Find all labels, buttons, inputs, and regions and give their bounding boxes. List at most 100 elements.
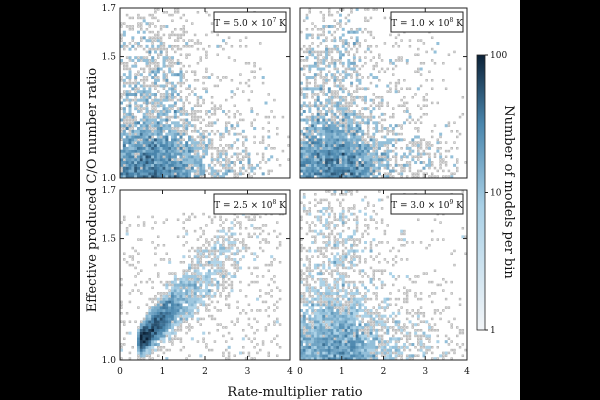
density-bin (352, 292, 356, 296)
density-bin (436, 141, 440, 145)
bin-outline (375, 311, 378, 315)
density-bin (168, 309, 172, 313)
density-bin (168, 297, 172, 301)
density-bin (148, 95, 152, 99)
density-bin (190, 280, 194, 284)
density-bin (313, 166, 317, 170)
bin-outline (179, 129, 183, 133)
bin-outline (380, 124, 384, 127)
density-bin (369, 314, 373, 318)
bin-outline (389, 163, 392, 167)
density-bin (319, 292, 323, 296)
density-bin (319, 277, 323, 281)
bin-outline (122, 81, 126, 85)
density-bin (341, 129, 345, 133)
bin-outline (417, 70, 420, 74)
bin-outline (325, 249, 328, 253)
density-bin (325, 47, 329, 51)
bin-outline (344, 266, 348, 270)
bin-outline (408, 87, 412, 91)
density-bin (154, 118, 158, 122)
density-bin (336, 340, 340, 344)
bin-outline (202, 118, 205, 122)
density-bin (182, 297, 186, 301)
density-bin (344, 146, 348, 150)
density-bin (372, 163, 376, 167)
density-bin (311, 303, 315, 307)
density-bin (319, 317, 323, 321)
bin-outline (224, 166, 228, 170)
density-bin (162, 328, 166, 332)
density-bin (319, 348, 323, 352)
bin-outline (442, 158, 445, 161)
bin-outline (205, 76, 208, 79)
bin-outline (236, 172, 239, 176)
density-bin (372, 343, 376, 347)
density-bin (305, 297, 309, 301)
bin-outline (176, 235, 180, 239)
density-bin (308, 354, 312, 358)
bin-outline (139, 269, 143, 273)
density-bin (142, 112, 146, 116)
density-bin (227, 241, 231, 245)
density-bin (366, 144, 370, 148)
bin-outline (378, 311, 381, 315)
bin-outline (230, 235, 234, 239)
density-bin (372, 76, 376, 80)
density-bin (247, 152, 251, 156)
density-bin (344, 149, 348, 153)
density-bin (316, 98, 320, 102)
bin-outline (397, 309, 401, 312)
bin-outline (154, 95, 157, 99)
bin-outline (305, 328, 309, 332)
density-bin (156, 112, 160, 116)
bin-outline (182, 81, 186, 85)
density-bin (336, 283, 340, 287)
density-bin (151, 118, 155, 122)
bin-outline (347, 306, 350, 309)
bin-outline (353, 118, 356, 122)
bin-outline (444, 149, 448, 153)
bin-outline (185, 320, 188, 324)
density-bin (308, 64, 312, 68)
bin-outline (264, 238, 268, 241)
density-bin (134, 84, 138, 88)
density-bin (450, 155, 454, 159)
bin-outline (236, 110, 239, 113)
density-bin (207, 277, 211, 281)
bin-outline (314, 93, 317, 96)
bin-outline (347, 44, 350, 48)
density-bin (300, 317, 303, 321)
density-bin (185, 124, 189, 128)
density-bin (193, 300, 197, 304)
bin-outline (185, 53, 188, 57)
density-bin (302, 354, 306, 358)
bin-outline (316, 33, 320, 37)
density-bin (219, 155, 223, 159)
density-bin (361, 129, 365, 133)
bin-outline (188, 354, 191, 358)
density-bin (305, 132, 309, 136)
density-bin (311, 141, 315, 145)
bin-outline (179, 61, 183, 65)
bin-outline (137, 56, 140, 59)
bin-outline (314, 286, 317, 290)
density-bin (414, 161, 418, 165)
bin-outline (311, 144, 314, 147)
bin-outline (339, 81, 342, 85)
bin-outline (219, 44, 222, 48)
density-bin (173, 158, 177, 162)
bin-outline (344, 16, 348, 20)
bin-outline (353, 129, 356, 133)
bin-outline (120, 345, 123, 349)
density-bin (219, 246, 223, 250)
bin-outline (378, 317, 381, 321)
density-bin (173, 141, 177, 145)
density-bin (205, 280, 209, 284)
density-bin (350, 331, 354, 335)
bin-outline (182, 33, 186, 37)
bin-outline (405, 241, 409, 244)
density-bin (145, 340, 149, 344)
bin-outline (179, 27, 183, 31)
bin-outline (205, 343, 208, 346)
